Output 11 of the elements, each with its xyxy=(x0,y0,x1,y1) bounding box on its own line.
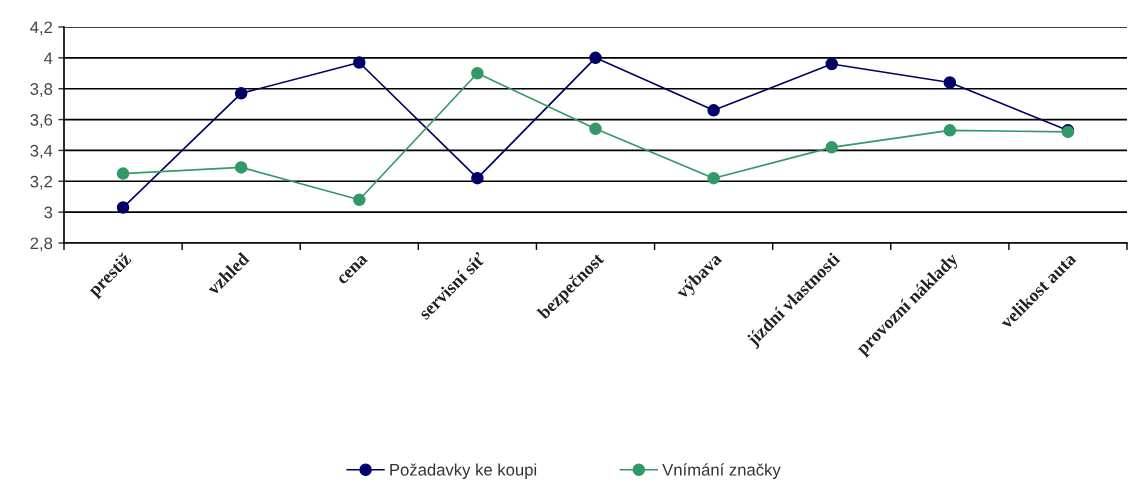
y-tick-label: 3,8 xyxy=(30,83,53,97)
legend-label: Vnímání značky xyxy=(662,463,781,479)
x-tick-label: cena xyxy=(337,254,369,285)
y-tick-label: 3,6 xyxy=(30,113,53,128)
legend-label: Požadavky ke koupi xyxy=(390,463,537,479)
y-tick-label: 2,8 xyxy=(30,237,53,252)
y-tick-label: 3,4 xyxy=(30,144,53,159)
y-tick-label: 4,2 xyxy=(30,21,53,36)
y-tick-label: 3 xyxy=(44,206,53,219)
y-tick-label: 3,2 xyxy=(30,175,53,190)
y-tick-label: 4 xyxy=(44,52,53,64)
